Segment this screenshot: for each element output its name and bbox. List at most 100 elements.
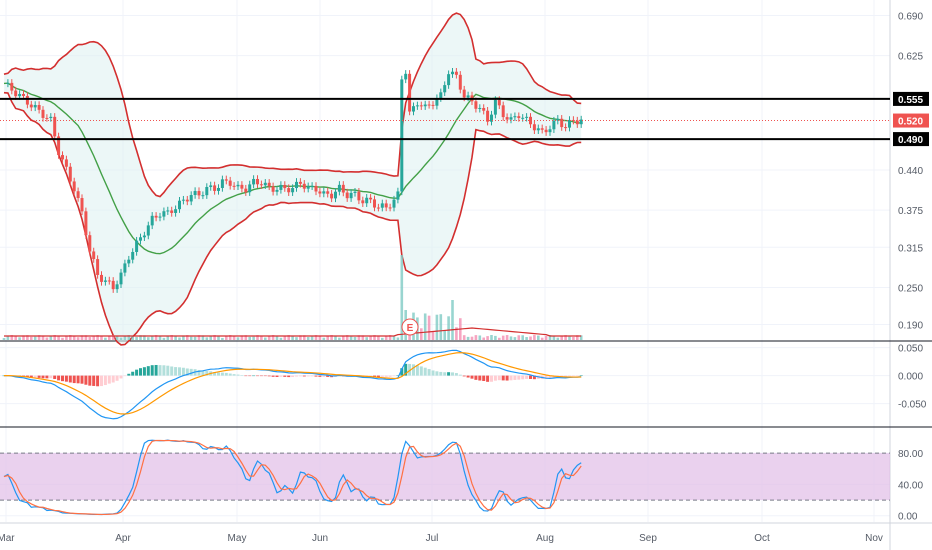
candle-body[interactable] bbox=[185, 199, 189, 202]
candle-body[interactable] bbox=[497, 99, 501, 106]
candle-body[interactable] bbox=[556, 118, 560, 121]
candle-body[interactable] bbox=[306, 186, 310, 189]
candle-body[interactable] bbox=[451, 71, 454, 75]
candle-body[interactable] bbox=[64, 159, 68, 167]
candle-body[interactable] bbox=[68, 166, 72, 182]
candle-body[interactable] bbox=[560, 118, 564, 128]
candle-body[interactable] bbox=[100, 274, 103, 282]
candle-body[interactable] bbox=[37, 104, 41, 110]
candle-body[interactable] bbox=[139, 237, 142, 241]
candle-body[interactable] bbox=[92, 251, 96, 260]
candle-body[interactable] bbox=[322, 191, 326, 194]
candle-body[interactable] bbox=[579, 119, 583, 125]
candle-body[interactable] bbox=[458, 74, 462, 90]
candle-body[interactable] bbox=[493, 99, 497, 115]
candle-body[interactable] bbox=[240, 184, 244, 189]
candle-body[interactable] bbox=[525, 116, 529, 118]
candle-body[interactable] bbox=[517, 116, 521, 118]
candle-body[interactable] bbox=[345, 192, 349, 199]
candle-body[interactable] bbox=[283, 184, 287, 189]
candle-body[interactable] bbox=[228, 180, 232, 186]
candle-body[interactable] bbox=[162, 211, 166, 217]
candle-body[interactable] bbox=[462, 89, 466, 98]
candle-body[interactable] bbox=[123, 263, 127, 273]
candle-body[interactable] bbox=[330, 193, 334, 199]
candle-body[interactable] bbox=[447, 74, 451, 86]
candle-body[interactable] bbox=[501, 105, 505, 118]
candle-body[interactable] bbox=[115, 284, 119, 290]
candle-body[interactable] bbox=[454, 71, 458, 75]
candle-body[interactable] bbox=[252, 178, 256, 185]
candle-body[interactable] bbox=[482, 107, 486, 111]
candle-body[interactable] bbox=[505, 117, 509, 120]
candle-body[interactable] bbox=[568, 119, 571, 128]
candle-body[interactable] bbox=[127, 259, 131, 264]
candle-body[interactable] bbox=[404, 73, 408, 80]
candle-body[interactable] bbox=[575, 120, 579, 125]
candle-body[interactable] bbox=[376, 207, 380, 209]
candle-body[interactable] bbox=[540, 128, 544, 130]
candle-body[interactable] bbox=[96, 259, 100, 275]
candle-body[interactable] bbox=[548, 129, 552, 133]
candle-body[interactable] bbox=[53, 116, 57, 137]
candle-body[interactable] bbox=[25, 95, 29, 105]
candle-body[interactable] bbox=[174, 209, 178, 213]
candle-body[interactable] bbox=[80, 198, 84, 212]
time-axis[interactable]: Mar Apr May Jun Jul Aug Sep Oct Nov bbox=[0, 533, 883, 544]
candle-body[interactable] bbox=[267, 182, 271, 187]
candle-body[interactable] bbox=[361, 200, 365, 204]
candle-body[interactable] bbox=[334, 191, 337, 199]
candle-body[interactable] bbox=[439, 92, 443, 99]
candle-body[interactable] bbox=[295, 181, 298, 189]
candle-body[interactable] bbox=[490, 114, 493, 122]
candle-body[interactable] bbox=[45, 117, 49, 119]
candle-body[interactable] bbox=[135, 240, 139, 252]
candle-body[interactable] bbox=[111, 280, 115, 290]
candle-body[interactable] bbox=[29, 104, 33, 108]
candle-body[interactable] bbox=[412, 106, 415, 112]
candle-body[interactable] bbox=[146, 225, 150, 236]
candle-body[interactable] bbox=[326, 191, 330, 194]
candle-body[interactable] bbox=[427, 104, 431, 106]
candle-body[interactable] bbox=[384, 203, 388, 208]
candle-body[interactable] bbox=[193, 191, 197, 196]
earnings-marker[interactable]: E bbox=[401, 318, 419, 336]
candle-body[interactable] bbox=[521, 117, 525, 119]
candle-body[interactable] bbox=[61, 155, 64, 160]
candle-body[interactable] bbox=[310, 185, 314, 187]
candle-body[interactable] bbox=[544, 129, 548, 133]
candle-body[interactable] bbox=[131, 251, 135, 260]
candle-body[interactable] bbox=[244, 188, 248, 193]
candle-body[interactable] bbox=[142, 235, 146, 238]
candle-body[interactable] bbox=[170, 210, 174, 213]
candle-body[interactable] bbox=[337, 184, 341, 192]
candle-body[interactable] bbox=[217, 187, 220, 191]
candle-body[interactable] bbox=[291, 188, 295, 193]
candle-body[interactable] bbox=[76, 191, 80, 199]
candle-body[interactable] bbox=[197, 191, 201, 196]
horizontal-levels[interactable] bbox=[0, 97, 890, 141]
candle-body[interactable] bbox=[220, 179, 224, 188]
candle-body[interactable] bbox=[33, 104, 37, 108]
candle-body[interactable] bbox=[380, 203, 384, 208]
candle-body[interactable] bbox=[415, 105, 419, 107]
candle-body[interactable] bbox=[435, 98, 439, 106]
candle-body[interactable] bbox=[365, 197, 369, 204]
candle-body[interactable] bbox=[431, 104, 435, 106]
candle-body[interactable] bbox=[423, 104, 427, 107]
candle-body[interactable] bbox=[353, 191, 357, 193]
candle-body[interactable] bbox=[349, 192, 353, 199]
earnings-marker-circle[interactable] bbox=[401, 318, 419, 336]
candle-body[interactable] bbox=[119, 272, 123, 285]
candle-body[interactable] bbox=[513, 116, 517, 118]
candle-body[interactable] bbox=[72, 181, 76, 192]
candle-body[interactable] bbox=[209, 185, 213, 187]
candle-body[interactable] bbox=[201, 195, 205, 197]
candle-body[interactable] bbox=[419, 105, 423, 107]
candles[interactable] bbox=[6, 68, 583, 293]
candle-body[interactable] bbox=[18, 93, 22, 97]
candle-body[interactable] bbox=[181, 199, 185, 201]
candle-body[interactable] bbox=[532, 124, 536, 131]
candle-body[interactable] bbox=[466, 95, 470, 98]
candle-body[interactable] bbox=[388, 207, 392, 209]
